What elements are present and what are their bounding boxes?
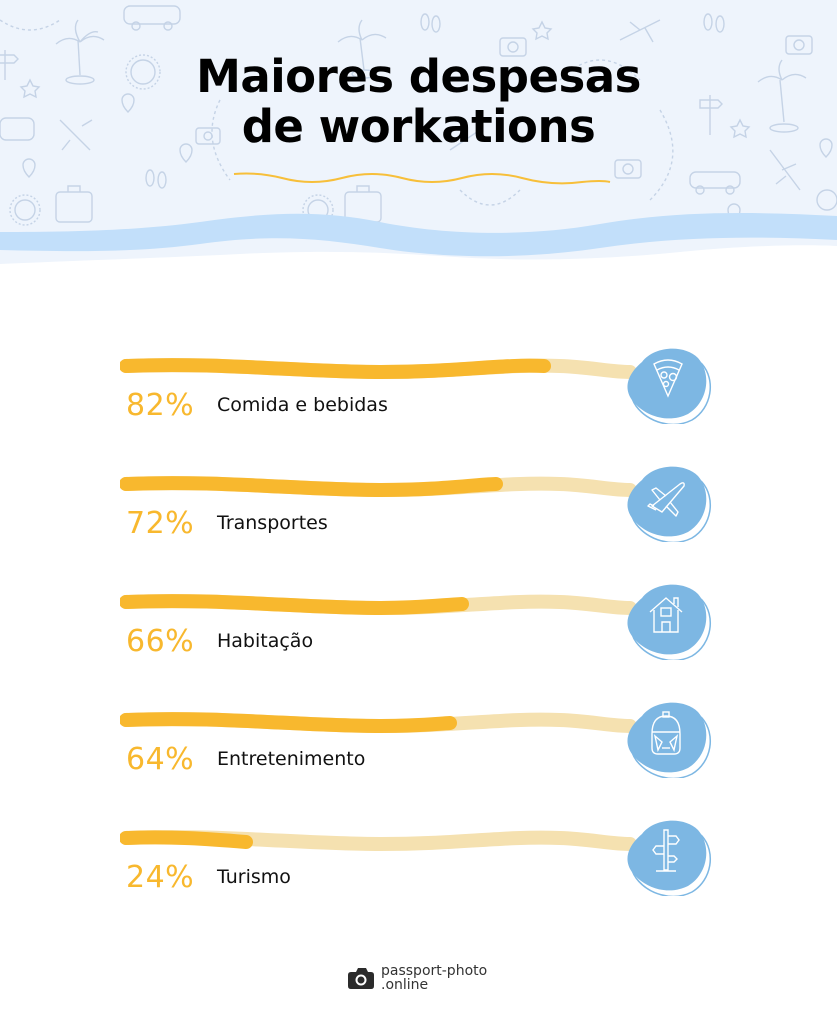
- title-line-1: Maiores despesas: [196, 50, 641, 103]
- expense-row-habitacao: 66% Habitação: [0, 584, 837, 704]
- brand-line-2: .online: [381, 977, 429, 993]
- progress-bar: [120, 830, 637, 852]
- percentage-value: 82%: [126, 388, 195, 423]
- title-line-2: de workations: [241, 100, 596, 153]
- category-label: Habitação: [217, 630, 314, 652]
- brand-footer: passport-photo .online: [347, 964, 487, 992]
- brand-line-1: passport-photo: [381, 963, 488, 979]
- progress-bar: [120, 594, 637, 616]
- category-label: Comida e bebidas: [217, 394, 388, 416]
- category-label: Entretenimento: [217, 748, 366, 770]
- category-label: Transportes: [217, 512, 328, 534]
- decorative-squiggle: [233, 172, 611, 185]
- expense-row-turismo: 24% Turismo: [0, 820, 837, 940]
- category-label: Turismo: [217, 866, 291, 888]
- wave-divider: [0, 213, 837, 280]
- expense-row-comida: 82% Comida e bebidas: [0, 348, 837, 468]
- progress-bar: [120, 712, 637, 734]
- progress-bar: [120, 358, 637, 380]
- percentage-value: 66%: [126, 624, 195, 659]
- percentage-value: 72%: [126, 506, 195, 541]
- signpost-icon: [627, 820, 711, 896]
- pizza-icon: [627, 348, 711, 424]
- progress-bar: [120, 476, 637, 498]
- camera-logo-icon: [348, 968, 374, 989]
- house-icon: [627, 584, 711, 660]
- percentage-value: 64%: [126, 742, 195, 777]
- page-title: Maiores despesas de workations: [0, 52, 837, 152]
- expense-row-transportes: 72% Transportes: [0, 466, 837, 586]
- helmet-icon: [627, 702, 711, 778]
- percentage-value: 24%: [126, 860, 195, 895]
- expense-row-entretenimento: 64% Entretenimento: [0, 702, 837, 822]
- header-banner: Maiores despesas de workations: [0, 0, 837, 280]
- airplane-icon: [627, 466, 711, 542]
- travel-doodle-pattern: [0, 5, 837, 226]
- brand-name: passport-photo .online: [381, 964, 487, 992]
